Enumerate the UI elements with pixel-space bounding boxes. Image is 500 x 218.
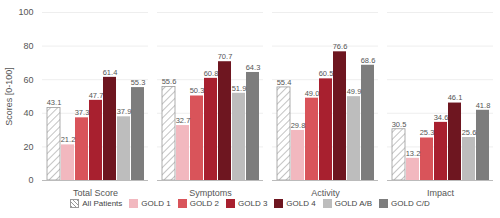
html-text:GOLD 2: GOLD 2 bbox=[189, 199, 219, 208]
svg-text:29.8: 29.8 bbox=[291, 121, 306, 130]
html-text:All Patients: All Patients bbox=[82, 199, 123, 208]
svg-text:61.4: 61.4 bbox=[103, 68, 118, 77]
svg-text:40: 40 bbox=[23, 108, 33, 118]
svg-text:55.3: 55.3 bbox=[131, 78, 146, 87]
svg-text:55.4: 55.4 bbox=[277, 78, 292, 87]
svg-text:25.6: 25.6 bbox=[462, 128, 477, 137]
svg-text:50.3: 50.3 bbox=[190, 86, 205, 95]
svg-text:60.5: 60.5 bbox=[319, 69, 334, 78]
svg-text:41.8: 41.8 bbox=[476, 101, 491, 110]
svg-text:Impact: Impact bbox=[427, 188, 455, 198]
svg-text:80: 80 bbox=[23, 41, 33, 51]
svg-text:25.3: 25.3 bbox=[420, 128, 435, 137]
svg-text:76.6: 76.6 bbox=[333, 42, 348, 51]
svg-text:13.2: 13.2 bbox=[406, 149, 421, 158]
svg-text:Symptoms: Symptoms bbox=[189, 188, 232, 198]
html-text:GOLD 3: GOLD 3 bbox=[238, 199, 268, 208]
svg-text:60: 60 bbox=[23, 75, 33, 85]
svg-text:46.1: 46.1 bbox=[448, 93, 463, 102]
svg-text:49.0: 49.0 bbox=[305, 89, 320, 98]
svg-text:64.3: 64.3 bbox=[246, 63, 261, 72]
svg-text:20: 20 bbox=[23, 142, 33, 152]
svg-text:30.5: 30.5 bbox=[392, 120, 407, 129]
svg-text:37.3: 37.3 bbox=[75, 108, 90, 117]
html-text:GOLD A/B: GOLD A/B bbox=[334, 199, 372, 208]
svg-text:70.7: 70.7 bbox=[218, 52, 233, 61]
svg-text:43.1: 43.1 bbox=[47, 98, 62, 107]
svg-text:68.6: 68.6 bbox=[361, 56, 376, 65]
svg-text:55.6: 55.6 bbox=[162, 77, 177, 86]
svg-text:Total Score: Total Score bbox=[73, 188, 118, 198]
svg-text:100: 100 bbox=[18, 7, 33, 17]
svg-text:51.9: 51.9 bbox=[232, 84, 247, 93]
svg-text:Activity: Activity bbox=[311, 188, 340, 198]
svg-text:21.2: 21.2 bbox=[61, 135, 76, 144]
html-text:GOLD 1: GOLD 1 bbox=[141, 199, 171, 208]
svg-text:0: 0 bbox=[28, 175, 33, 185]
svg-text:32.7: 32.7 bbox=[176, 116, 191, 125]
svg-text:37.9: 37.9 bbox=[117, 107, 132, 116]
svg-text:47.7: 47.7 bbox=[89, 91, 104, 100]
html-text:GOLD 4: GOLD 4 bbox=[286, 199, 316, 208]
html-text:GOLD C/D: GOLD C/D bbox=[391, 199, 430, 208]
svg-text:34.6: 34.6 bbox=[434, 113, 449, 122]
svg-text:Scores [0-100]: Scores [0-100] bbox=[4, 67, 14, 126]
svg-text:60.8: 60.8 bbox=[204, 69, 219, 78]
svg-text:49.9: 49.9 bbox=[347, 87, 362, 96]
